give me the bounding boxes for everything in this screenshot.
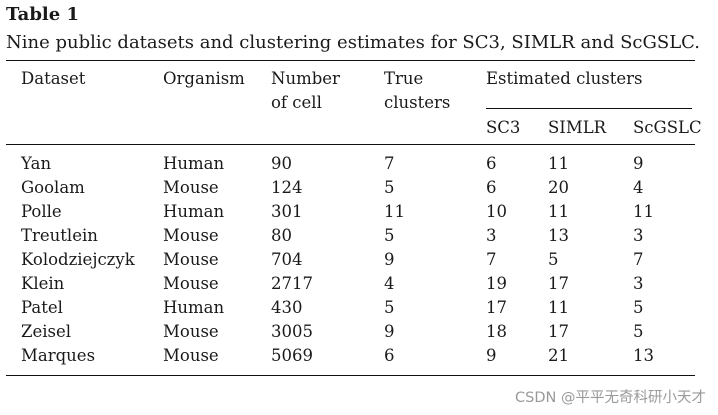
cell-scgslc: 5: [633, 322, 644, 341]
header-dataset: Dataset: [21, 69, 86, 88]
cell-sc3: 7: [486, 250, 497, 269]
cell-true: 5: [384, 178, 395, 197]
cell-simlr: 5: [548, 250, 559, 269]
cell-sc3: 17: [486, 298, 507, 317]
cell-scgslc: 4: [633, 178, 644, 197]
header-true-line1: True: [384, 69, 424, 88]
cell-dataset: Yan: [21, 154, 52, 173]
cell-true: 5: [384, 226, 395, 245]
watermark: CSDN @平平无奇科研小天才: [515, 390, 706, 406]
cell-simlr: 17: [548, 322, 569, 341]
cell-sc3: 19: [486, 274, 507, 293]
cell-sc3: 6: [486, 178, 497, 197]
cell-scgslc: 3: [633, 226, 644, 245]
header-scgslc: ScGSLC: [633, 118, 702, 137]
cell-cells: 704: [271, 250, 303, 269]
cell-dataset: Polle: [21, 202, 62, 221]
cell-scgslc: 11: [633, 202, 654, 221]
cell-true: 5: [384, 298, 395, 317]
table-row: Zeisel Mouse 3005 9 18 17 5: [0, 320, 718, 344]
cell-scgslc: 13: [633, 346, 654, 365]
cell-dataset: Patel: [21, 298, 63, 317]
cell-organism: Mouse: [163, 226, 219, 245]
table-row: Goolam Mouse 124 5 6 20 4: [0, 176, 718, 200]
table-row: Kolodziejczyk Mouse 704 9 7 5 7: [0, 248, 718, 272]
cell-organism: Mouse: [163, 274, 219, 293]
bottom-rule: [6, 375, 695, 376]
cell-simlr: 13: [548, 226, 569, 245]
header-estimated-clusters: Estimated clusters: [486, 69, 643, 88]
cell-organism: Human: [163, 202, 225, 221]
cell-organism: Mouse: [163, 346, 219, 365]
cell-sc3: 18: [486, 322, 507, 341]
table-row: Klein Mouse 2717 4 19 17 3: [0, 272, 718, 296]
cell-simlr: 11: [548, 154, 569, 173]
table-row: Patel Human 430 5 17 11 5: [0, 296, 718, 320]
cell-sc3: 6: [486, 154, 497, 173]
cell-cells: 124: [271, 178, 303, 197]
cell-simlr: 11: [548, 202, 569, 221]
cell-dataset: Goolam: [21, 178, 85, 197]
table-row: Marques Mouse 5069 6 9 21 13: [0, 344, 718, 368]
cell-simlr: 20: [548, 178, 569, 197]
cell-dataset: Kolodziejczyk: [21, 250, 135, 269]
cell-scgslc: 9: [633, 154, 644, 173]
cell-organism: Human: [163, 154, 225, 173]
cell-scgslc: 3: [633, 274, 644, 293]
table-caption: Nine public datasets and clustering esti…: [6, 32, 700, 53]
cell-cells: 301: [271, 202, 303, 221]
table-row: Polle Human 301 11 10 11 11: [0, 200, 718, 224]
cell-cells: 3005: [271, 322, 313, 341]
cell-simlr: 21: [548, 346, 569, 365]
table-row: Yan Human 90 7 6 11 9: [0, 152, 718, 176]
cell-true: 7: [384, 154, 395, 173]
cell-simlr: 17: [548, 274, 569, 293]
cell-scgslc: 5: [633, 298, 644, 317]
header-simlr: SIMLR: [548, 118, 607, 137]
header-sc3: SC3: [486, 118, 521, 137]
header-rule: [6, 144, 695, 145]
cell-cells: 5069: [271, 346, 313, 365]
estimated-subrule: [486, 108, 692, 109]
cell-dataset: Treutlein: [21, 226, 98, 245]
cell-sc3: 9: [486, 346, 497, 365]
cell-sc3: 10: [486, 202, 507, 221]
cell-organism: Human: [163, 298, 225, 317]
cell-true: 9: [384, 322, 395, 341]
cell-simlr: 11: [548, 298, 569, 317]
cell-true: 11: [384, 202, 405, 221]
table-row: Treutlein Mouse 80 5 3 13 3: [0, 224, 718, 248]
cell-sc3: 3: [486, 226, 497, 245]
cell-dataset: Klein: [21, 274, 65, 293]
cell-cells: 2717: [271, 274, 313, 293]
header-number-line2: of cell: [271, 93, 322, 112]
cell-scgslc: 7: [633, 250, 644, 269]
cell-organism: Mouse: [163, 250, 219, 269]
header-true-line2: clusters: [384, 93, 451, 112]
cell-organism: Mouse: [163, 178, 219, 197]
cell-true: 9: [384, 250, 395, 269]
cell-true: 4: [384, 274, 395, 293]
cell-cells: 90: [271, 154, 292, 173]
header-number-line1: Number: [271, 69, 340, 88]
table-label: Table 1: [6, 4, 80, 25]
cell-true: 6: [384, 346, 395, 365]
cell-dataset: Marques: [21, 346, 96, 365]
header-organism: Organism: [163, 69, 245, 88]
cell-cells: 430: [271, 298, 303, 317]
cell-organism: Mouse: [163, 322, 219, 341]
top-rule: [6, 60, 695, 61]
cell-dataset: Zeisel: [21, 322, 72, 341]
cell-cells: 80: [271, 226, 292, 245]
